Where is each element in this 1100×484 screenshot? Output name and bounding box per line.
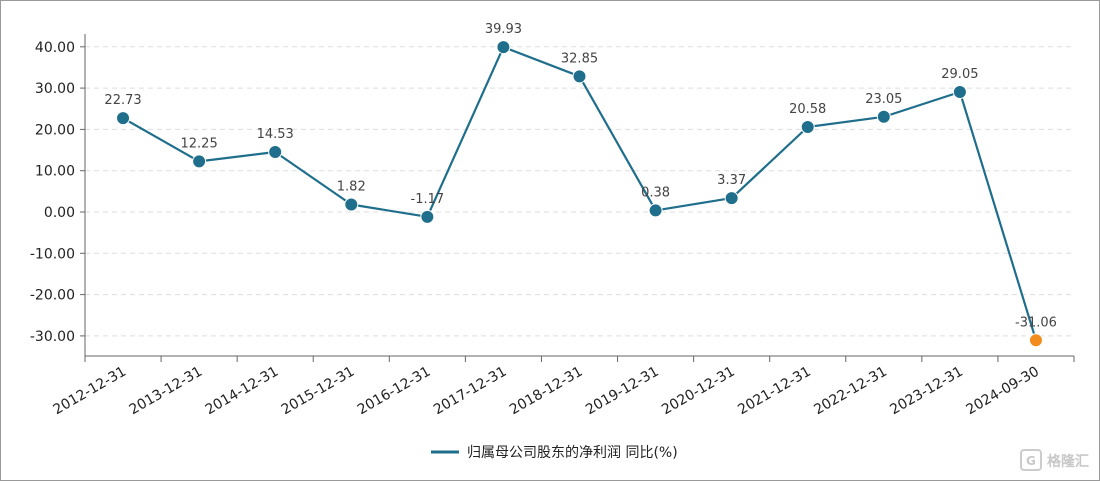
x-tick-label: 2014-12-31 [203, 364, 281, 419]
data-label: 39.93 [485, 22, 522, 37]
y-tick-label: -30.00 [30, 329, 75, 345]
y-tick-label: 10.00 [35, 164, 75, 180]
data-label: -31.06 [1015, 315, 1057, 330]
x-tick-label: 2024-09-30 [963, 364, 1041, 419]
data-label: 3.37 [717, 173, 746, 188]
x-tick-label: 2022-12-31 [811, 364, 889, 419]
watermark-box [1020, 449, 1042, 471]
data-point [344, 197, 359, 212]
data-point [800, 120, 815, 135]
data-labels: 22.73 12.25 14.53 1.82 -1.17 39.93 32.85 0.38 3.… [104, 22, 1056, 330]
data-point [116, 111, 131, 126]
y-tick-label: 30.00 [35, 81, 75, 97]
data-point [572, 69, 587, 84]
legend[interactable]: 归属母公司股东的净利润 同比(%) [431, 444, 678, 461]
data-point [268, 144, 283, 159]
x-tick-label: 2017-12-31 [431, 364, 509, 419]
y-axis-ticks: 40.00 30.00 20.00 10.00 0.00 -10.00 -20.00 -30.… [30, 40, 85, 345]
y-tick-label: 0.00 [44, 205, 75, 221]
data-label: 22.73 [104, 93, 141, 108]
x-tick-label: 2015-12-31 [279, 364, 357, 419]
data-label: 20.58 [789, 102, 826, 117]
data-point [724, 191, 739, 206]
watermark-logo: G 格隆汇 [1020, 449, 1089, 471]
y-tick-label: -20.00 [30, 288, 75, 304]
x-tick-label: 2023-12-31 [887, 364, 965, 419]
grid-lines [85, 46, 1074, 337]
series-layer [116, 40, 1043, 348]
data-point [876, 109, 891, 124]
x-axis-ticks: 2012-12-312013-12-312014-12-312015-12-31… [51, 356, 1075, 419]
data-label: 12.25 [181, 136, 218, 151]
data-label: 1.82 [337, 179, 366, 194]
data-point [952, 85, 967, 100]
legend-label: 归属母公司股东的净利润 同比(%) [467, 444, 678, 461]
data-point [648, 203, 663, 218]
data-label: 23.05 [865, 92, 902, 107]
data-label: 0.38 [641, 185, 670, 200]
watermark-icon-glyph: G [1026, 454, 1036, 468]
x-tick-label: 2020-12-31 [659, 364, 737, 419]
x-tick-label: 2019-12-31 [583, 364, 661, 419]
data-label: 32.85 [561, 51, 598, 66]
y-tick-label: 20.00 [35, 122, 75, 138]
x-tick-label: 2013-12-31 [127, 364, 205, 419]
x-tick-label: 2018-12-31 [507, 364, 585, 419]
data-point [192, 154, 207, 169]
data-point [420, 209, 435, 224]
watermark-text: 格隆汇 [1047, 453, 1089, 470]
data-label: 29.05 [941, 67, 978, 82]
data-label: -1.17 [411, 192, 445, 207]
x-tick-label: 2012-12-31 [51, 364, 129, 419]
x-tick-label: 2021-12-31 [735, 364, 813, 419]
data-label: 14.53 [257, 127, 294, 142]
y-tick-label: -10.00 [30, 246, 75, 262]
data-point [1028, 333, 1043, 348]
data-point [496, 40, 511, 55]
y-tick-label: 40.00 [35, 40, 75, 56]
x-tick-label: 2016-12-31 [355, 364, 433, 419]
